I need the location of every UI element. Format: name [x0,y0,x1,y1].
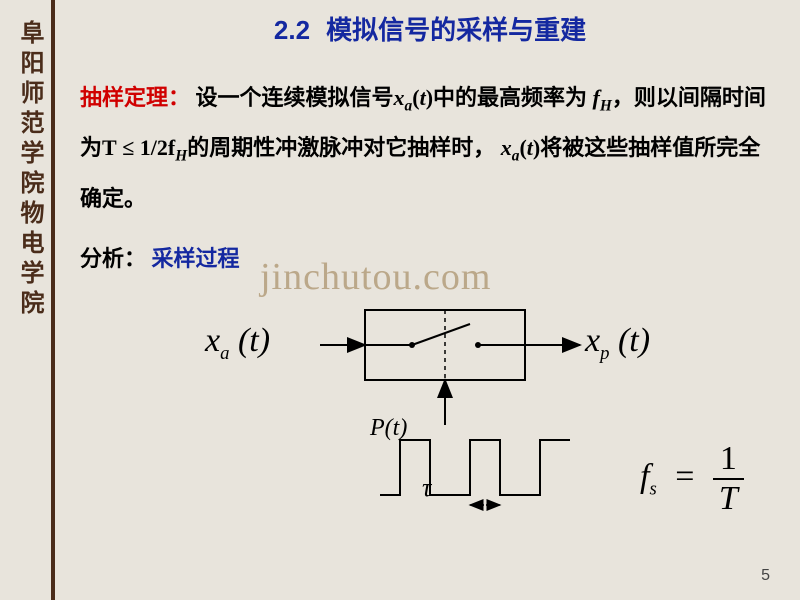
symbol-fh: fH [593,85,612,110]
sidebar-institution: 阜阳师范学院物电学院 [12,20,47,320]
analysis-label: 分析： [80,246,146,271]
diagram-svg [120,300,800,550]
theorem-text-4: 的周期性冲激脉冲对它抽样时， [187,135,495,160]
content-area: 2.2模拟信号的采样与重建 抽样定理： 设一个连续模拟信号xa(t)中的最高频率… [60,0,800,600]
analysis-text: 采样过程 [152,246,240,271]
theorem-paragraph: 抽样定理： 设一个连续模拟信号xa(t)中的最高频率为 fH，则以间隔时间为T … [80,77,780,220]
page-title: 2.2 模拟信号的采样与重建 [80,10,780,47]
theorem-text-2: 中的最高频率为 [433,85,593,110]
analysis-line: 分析： 采样过程 [80,238,780,280]
theorem-text-1: 设一个连续模拟信号 [196,85,394,110]
section-number: 2.2 [274,15,310,45]
symbol-cond: T ≤ 1/2fH [102,135,187,160]
theorem-label: 抽样定理： [80,85,190,110]
sidebar: 阜阳师范学院物电学院 [0,0,55,600]
title-text: 模拟信号的采样与重建 [326,15,586,45]
sampling-diagram: xa (t) xp (t) P(t) τ fs = 1 T [120,300,800,550]
symbol-xa-t-1: xa(t) [394,85,433,110]
symbol-xa-t-2: xa(t) [501,135,540,160]
page-number: 5 [761,567,770,585]
